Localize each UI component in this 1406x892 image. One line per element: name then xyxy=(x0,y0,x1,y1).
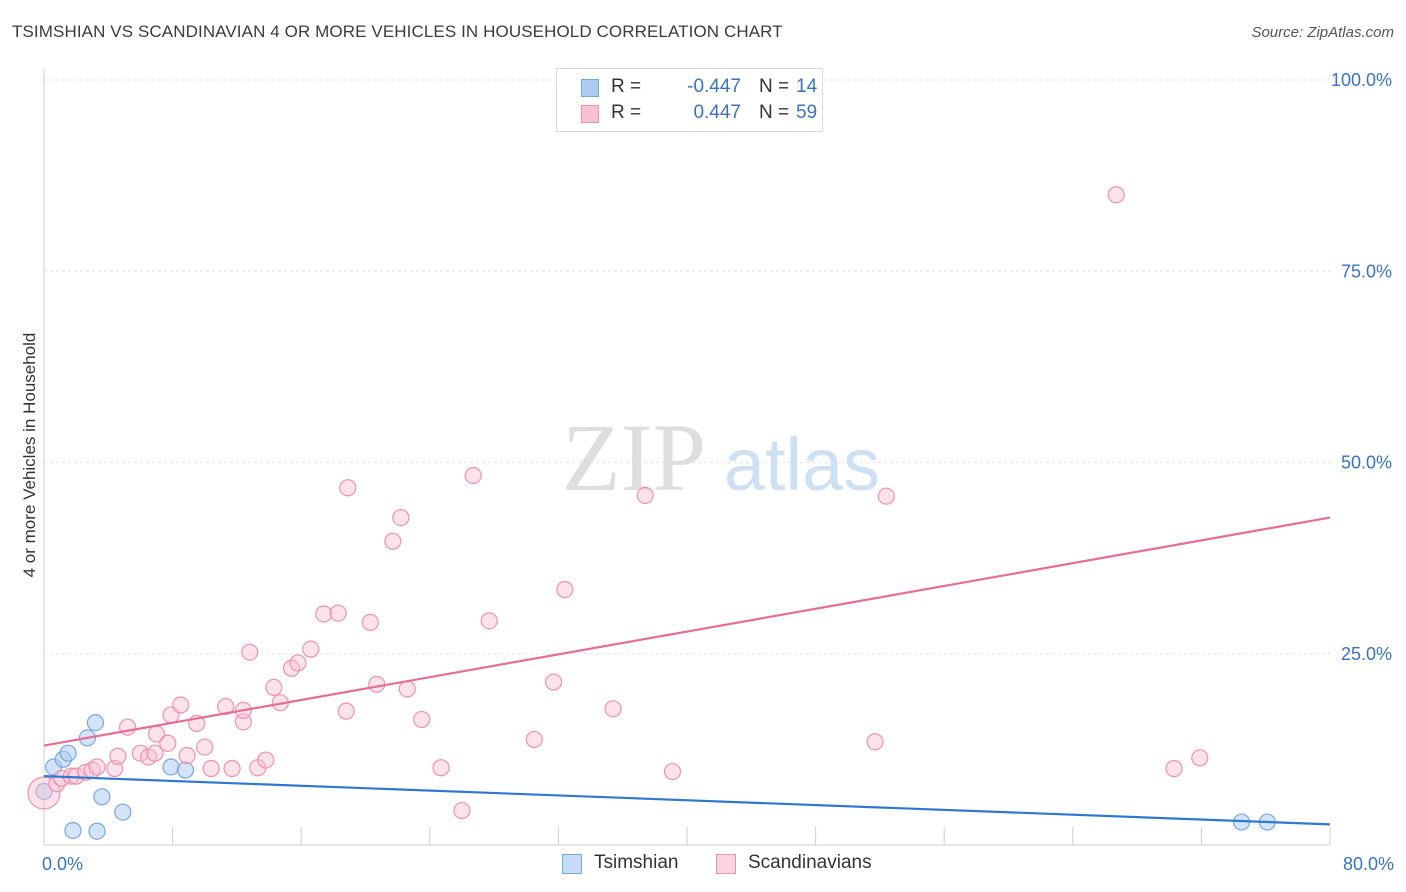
x-tick-label: 80.0% xyxy=(1343,854,1394,874)
legend-n-label: N = xyxy=(759,102,790,123)
legend-n-value-scandinavians: 59 xyxy=(796,102,818,123)
scandinavians-point xyxy=(241,643,259,661)
scandinavians-point xyxy=(1191,749,1209,767)
scandinavians-point xyxy=(1107,186,1125,204)
source-label: Source: ZipAtlas.com xyxy=(1251,24,1394,41)
scandinavians-point xyxy=(413,710,431,729)
y-tick-label: 50.0% xyxy=(1341,453,1392,473)
scandinavians-point xyxy=(257,751,275,769)
watermark-atlas: atlas xyxy=(724,423,880,506)
scandinavians-point xyxy=(178,746,196,765)
tsimshian-trend-line xyxy=(43,775,1331,826)
tsimshian-point xyxy=(93,788,111,806)
scandinavians-point xyxy=(604,700,622,718)
scandinavians-point xyxy=(384,532,402,550)
legend-n-label: N = xyxy=(759,76,790,97)
scandinavians-point xyxy=(392,508,410,527)
tsimshian-point xyxy=(35,782,53,801)
tsimshian-point xyxy=(59,744,77,762)
scandinavians-point xyxy=(398,680,416,698)
tsimshian-point xyxy=(162,758,180,776)
scandinavians-point xyxy=(223,759,241,778)
bottom-legend-label-scandinavians: Scandinavians xyxy=(748,852,872,873)
legend-swatch-tsimshian xyxy=(581,79,599,97)
axis-layer xyxy=(43,68,1331,846)
tick-label-layer: 25.0% 50.0% 75.0% 100.0% 0.0% 80.0% xyxy=(42,70,1394,874)
scandinavians-point xyxy=(159,734,177,752)
scandinavians-point xyxy=(556,580,574,599)
scandinavians-point xyxy=(866,733,884,751)
scandinavians-point xyxy=(480,612,498,630)
scandinavians-point xyxy=(217,697,235,716)
scandinavians-point xyxy=(636,486,654,504)
chart-title: TSIMSHIAN VS SCANDINAVIAN 4 OR MORE VEHI… xyxy=(12,22,783,41)
bottom-legend-swatch-tsimshian xyxy=(562,854,582,874)
y-tick-label: 75.0% xyxy=(1341,261,1392,281)
scandinavians-point xyxy=(265,678,283,697)
tsimshian-point xyxy=(88,822,106,840)
scandinavians-point xyxy=(525,730,543,749)
scandinavians-point xyxy=(368,675,386,693)
scandinavians-point xyxy=(453,801,471,820)
y-tick-label: 100.0% xyxy=(1331,70,1392,90)
bottom-legend-swatch-scandinavians xyxy=(716,854,736,874)
stats-legend: R = -0.447 N = 14 R = 0.447 N = 59 xyxy=(556,68,823,132)
scandinavians-point xyxy=(329,604,347,622)
scandinavians-point xyxy=(1165,759,1183,778)
legend-r-label: R = xyxy=(611,76,642,97)
legend-n-value-tsimshian: 14 xyxy=(796,76,818,97)
tsimshian-point xyxy=(114,803,132,821)
scandinavians-point xyxy=(289,654,307,672)
scandinavians-point xyxy=(339,479,357,497)
grid-layer xyxy=(44,79,1330,655)
scandinavians-point xyxy=(361,613,379,631)
tsimshian-point xyxy=(86,713,105,732)
bottom-legend-label-tsimshian: Tsimshian xyxy=(594,852,679,873)
legend-r-value-tsimshian: -0.447 xyxy=(687,76,741,97)
scandinavians-trend-line xyxy=(43,516,1331,747)
x-tick-label: 0.0% xyxy=(42,854,83,874)
watermark: ZIP atlas xyxy=(562,404,880,511)
scandinavians-point xyxy=(315,605,333,623)
legend-r-value-scandinavians: 0.447 xyxy=(693,102,741,123)
watermark-zip: ZIP xyxy=(562,404,706,511)
y-tick-label: 25.0% xyxy=(1341,644,1392,664)
scandinavians-point xyxy=(109,747,127,765)
trend-layer xyxy=(43,516,1331,826)
scandinavians-point xyxy=(337,702,355,720)
scandinavians-point xyxy=(663,762,682,781)
legend-r-label: R = xyxy=(611,102,642,123)
legend-swatch-scandinavians xyxy=(581,105,599,123)
scandinavians-point xyxy=(88,758,106,776)
scandinavians-point xyxy=(544,673,563,691)
tsimshian-point xyxy=(176,761,195,779)
tsimshian-point xyxy=(64,821,82,840)
scandinavians-point xyxy=(202,759,220,778)
scandinavians-point xyxy=(131,744,150,762)
scandinavians-point xyxy=(196,738,214,756)
scandinavians-point xyxy=(432,759,450,777)
scandinavians-point xyxy=(464,466,482,485)
scandinavians-point xyxy=(146,744,164,762)
points-layer xyxy=(27,186,1276,840)
scandinavians-point xyxy=(302,640,320,658)
scandinavians-point xyxy=(877,487,895,505)
scandinavians-point xyxy=(172,696,190,714)
